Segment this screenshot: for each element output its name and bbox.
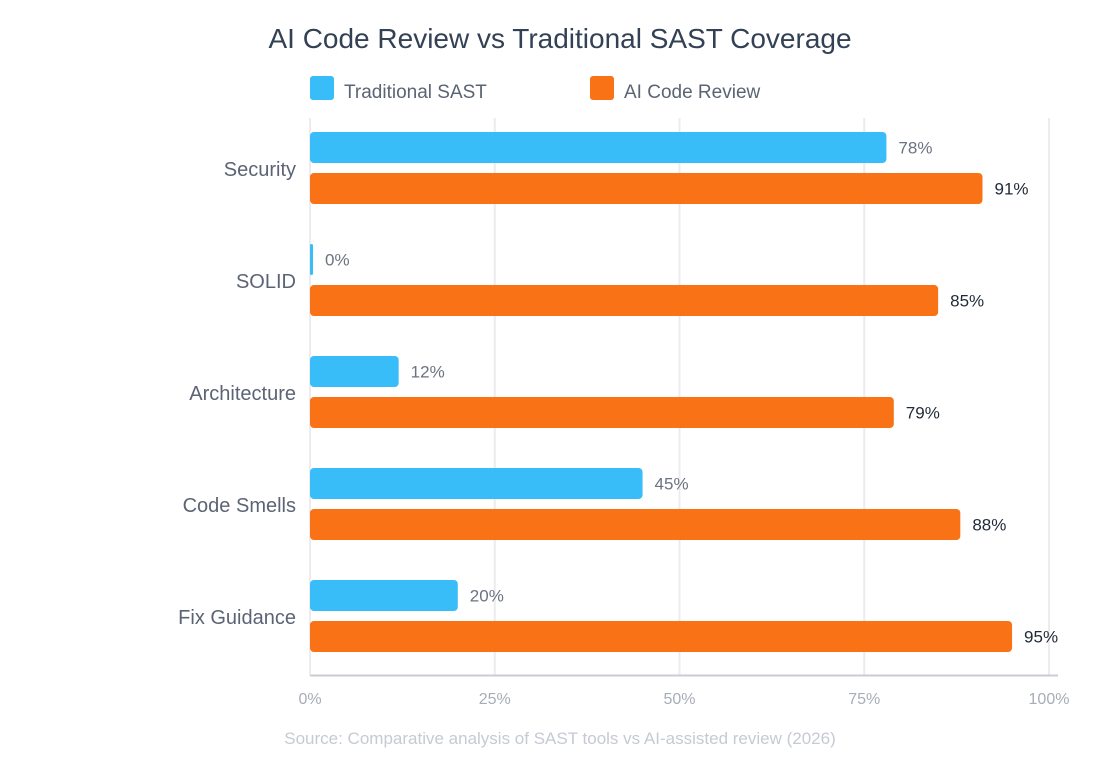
bar-ai-code-review <box>310 621 1013 652</box>
chart-title: AI Code Review vs Traditional SAST Cover… <box>268 23 851 54</box>
bar-ai-code-review <box>310 173 983 204</box>
category-label: Code Smells <box>183 495 296 517</box>
data-label: 95% <box>1024 628 1058 647</box>
x-tick-label: 0% <box>298 691 321 708</box>
data-label: 78% <box>898 139 932 158</box>
bar-ai-code-review <box>310 285 939 316</box>
category-label: Architecture <box>189 383 296 405</box>
legend-label-traditional-sast: Traditional SAST <box>344 82 487 103</box>
bar-traditional-sast <box>310 132 887 163</box>
data-label: 12% <box>411 363 445 382</box>
legend: Traditional SAST AI Code Review <box>310 76 761 103</box>
legend-swatch-traditional-sast <box>310 76 334 100</box>
x-tick-label: 75% <box>848 691 880 708</box>
x-tick-label: 100% <box>1029 691 1070 708</box>
bar-traditional-sast <box>310 468 643 499</box>
category-labels: Security SOLID Architecture Code Smells Fix … <box>178 159 296 629</box>
bar-traditional-sast <box>310 580 458 611</box>
legend-label-ai-code-review: AI Code Review <box>624 82 761 103</box>
x-tick-label: 25% <box>479 691 511 708</box>
data-label: 91% <box>994 180 1028 199</box>
source-note: Source: Comparative analysis of SAST too… <box>284 729 835 748</box>
data-label: 0% <box>325 251 350 270</box>
data-label: 85% <box>950 292 984 311</box>
legend-swatch-ai-code-review <box>590 76 614 100</box>
bar-ai-code-review <box>310 397 894 428</box>
category-label: Fix Guidance <box>178 607 296 629</box>
bars: 78% 91% 0% 85% 12% 79% 45% 88% 20% 95% <box>310 132 1058 652</box>
gridlines <box>309 118 1050 675</box>
bar-ai-code-review <box>310 509 961 540</box>
category-label: SOLID <box>236 271 296 293</box>
bar-traditional-sast <box>310 244 313 275</box>
data-label: 20% <box>470 587 504 606</box>
category-label: Security <box>224 159 296 181</box>
x-tick-label: 50% <box>663 691 695 708</box>
data-label: 45% <box>655 475 689 494</box>
bar-traditional-sast <box>310 356 399 387</box>
data-label: 88% <box>972 516 1006 535</box>
x-axis-ticks: 0% 25% 50% 75% 100% <box>298 691 1069 708</box>
data-label: 79% <box>906 404 940 423</box>
